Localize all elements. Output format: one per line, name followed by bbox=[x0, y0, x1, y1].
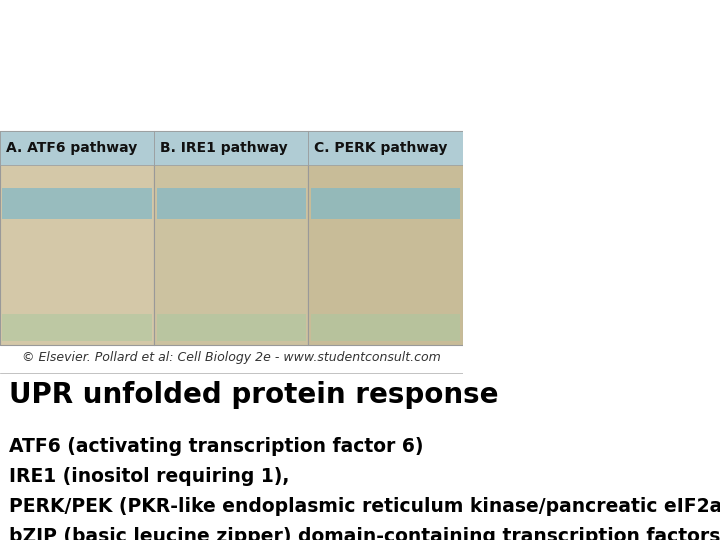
Bar bbox=[0, 131, 462, 346]
Text: UPR unfolded protein response: UPR unfolded protein response bbox=[9, 381, 499, 409]
Bar bbox=[0, 131, 154, 165]
Bar bbox=[311, 314, 460, 341]
Text: IRE1 (inositol requiring 1),: IRE1 (inositol requiring 1), bbox=[9, 468, 289, 487]
Text: bZIP (basic leucine zipper) domain-containing transcription factors: bZIP (basic leucine zipper) domain-conta… bbox=[9, 528, 720, 540]
Text: ATF6 (activating transcription factor 6): ATF6 (activating transcription factor 6) bbox=[9, 437, 424, 456]
Bar bbox=[308, 131, 462, 165]
Bar bbox=[154, 131, 308, 346]
Text: A. ATF6 pathway: A. ATF6 pathway bbox=[6, 141, 137, 155]
Text: C. PERK pathway: C. PERK pathway bbox=[314, 141, 447, 155]
Bar bbox=[154, 131, 308, 165]
Text: B. IRE1 pathway: B. IRE1 pathway bbox=[160, 141, 287, 155]
Bar bbox=[311, 188, 460, 219]
Text: © Elsevier. Pollard et al: Cell Biology 2e - www.studentconsult.com: © Elsevier. Pollard et al: Cell Biology … bbox=[22, 351, 441, 364]
Bar bbox=[2, 314, 152, 341]
Bar bbox=[0, 131, 154, 346]
Text: PERK/PEK (PKR-like endoplasmic reticulum kinase/pancreatic eIF2a kinase),: PERK/PEK (PKR-like endoplasmic reticulum… bbox=[9, 497, 720, 516]
Bar bbox=[2, 188, 152, 219]
Bar bbox=[156, 188, 306, 219]
Bar bbox=[308, 131, 462, 346]
Bar bbox=[156, 314, 306, 341]
